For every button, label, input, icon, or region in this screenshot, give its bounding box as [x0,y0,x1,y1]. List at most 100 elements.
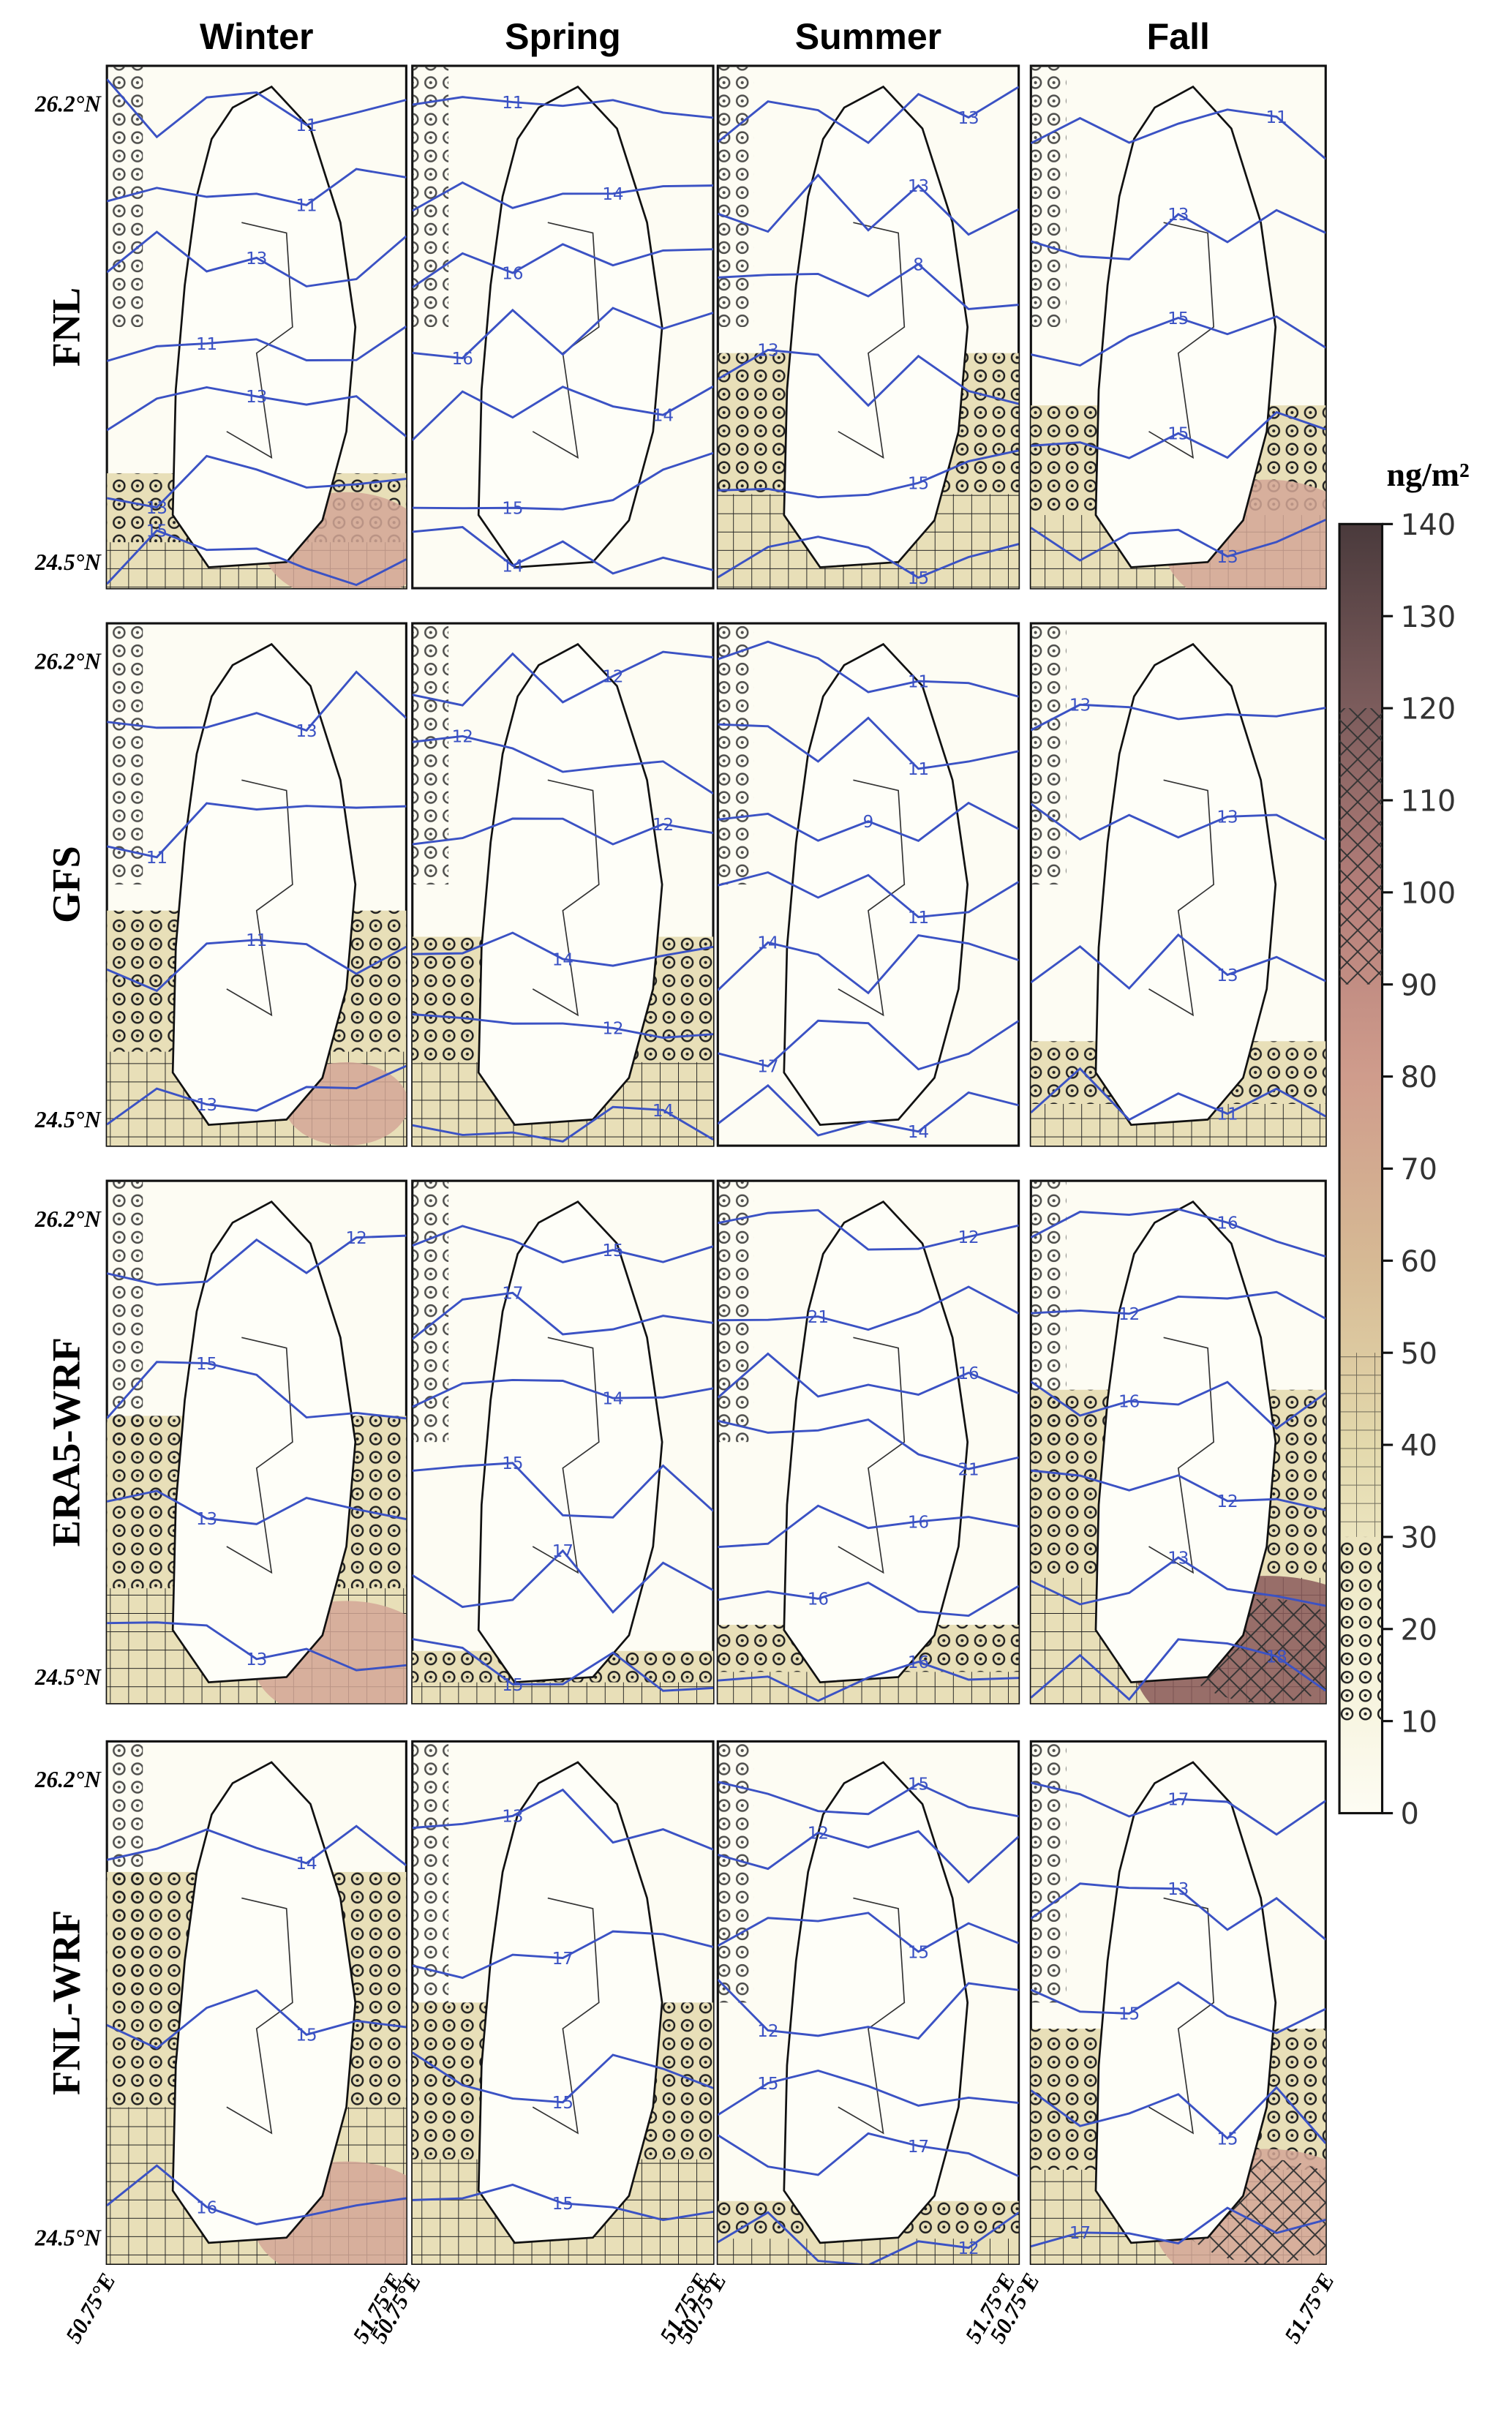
lat-label: 26.2°N [34,1767,102,1792]
ring-strip [718,65,754,328]
colorbar-tick-label: 0 [1401,1797,1419,1831]
row-label-group: FNL-WRF [45,1910,89,2095]
contour-line [1031,803,1326,841]
panel-content: 13 13 13 11 [1031,623,1326,1146]
contour-label: 12 [1118,1305,1140,1324]
contour-line [412,650,714,707]
contour-label: 12 [757,2022,778,2041]
contour-label: 11 [296,197,317,216]
contour-label: 11 [296,116,317,135]
contour-label: 16 [958,1364,979,1383]
contour-line [107,168,407,206]
contour-line [1031,1380,1326,1430]
colorbar-tick-label: 110 [1401,785,1456,819]
contour-line [412,1549,714,1615]
contour-label: 14 [652,1102,674,1121]
contour-line [1031,208,1326,260]
contour-line [412,1291,714,1340]
panel-content: 12 15 13 13 [107,1181,407,1704]
panel-content: 13 13 8 13 15 15 [718,65,1019,589]
coastline [783,1200,969,1684]
contour-line [1031,1981,1326,2034]
contour-label: 21 [958,1460,979,1479]
contour-label: 15 [502,1676,523,1695]
ring-strip [718,623,754,885]
boundary [1148,779,1215,1017]
contour-line [718,1781,1019,1818]
coastline [171,85,357,568]
colorbar-tick-label: 90 [1401,969,1437,1002]
contour-label: 13 [1216,548,1238,567]
contour-line [718,535,1019,579]
contour-label: 12 [602,1020,623,1039]
contour-label: 14 [757,934,778,953]
lat-label: 24.5°N [34,549,102,575]
panel-content: 13 11 11 13 [107,623,407,1146]
contour-label: 12 [602,668,623,687]
row-label: FNL [45,287,89,367]
contour-label: 11 [1216,1105,1238,1124]
contour-line [107,939,407,993]
contour-line [107,2164,407,2225]
contour-label: 17 [908,2138,929,2157]
contour-line [718,1581,1019,1617]
boundary [838,1337,906,1574]
row-label: ERA5-WRF [45,1337,89,1547]
ring-strip [412,65,449,328]
boundary [226,779,293,1017]
contour-line [412,451,714,511]
contour-line [718,1504,1019,1549]
contour-label: 8 [913,255,924,274]
panel-content: 12 12 12 14 12 14 [412,623,714,1146]
colorbar-tick-label: 120 [1401,693,1456,726]
panel-content: 17 13 15 15 17 [1031,1741,1326,2264]
contour-line [412,181,714,212]
ring-strip [1031,623,1067,885]
contour-line [412,1225,714,1263]
lat-label: 24.5°N [34,1107,102,1132]
contour-line [1031,315,1326,367]
contour-label: 16 [1118,1393,1140,1412]
panel-content: 12 21 16 21 16 16 16 [718,1181,1019,1704]
contour-label: 15 [1167,309,1189,328]
boundary [226,1337,293,1574]
contour-line [107,802,407,859]
contour-line [107,1064,407,1126]
row-label: FNL-WRF [45,1910,89,2095]
column-title: Winter [200,16,313,57]
boundary [1148,222,1215,459]
contour-line [107,1489,407,1525]
contour-label: 17 [1167,1791,1189,1810]
colorbar-tick-label: 80 [1401,1061,1437,1094]
contour-label: 13 [296,722,317,741]
boundary [532,1337,600,1574]
contour-label: 16 [808,1590,829,1609]
contour-line [718,1285,1019,1331]
contour-line [412,96,714,119]
boundary [532,779,600,1017]
contour-label: 15 [908,474,929,493]
contour-label: 12 [452,728,473,747]
contour-line [107,454,407,509]
contour-label: 13 [246,1650,267,1669]
colorbar-tick-label: 30 [1401,1522,1437,1555]
ring-strip [107,1181,143,1443]
contour-line [718,2069,1019,2116]
contour-line [107,230,407,287]
colorbar-tick-label: 10 [1401,1705,1437,1739]
panel-content: 14 15 16 [107,1741,407,2264]
contour-line [107,529,407,587]
coastline [783,642,969,1126]
contour-line [718,1978,1019,2040]
contour-label: 13 [1216,966,1238,985]
contour-line [1031,933,1326,990]
contour-line [718,1830,1019,1884]
colorbar-hatch [1339,1536,1383,1721]
ring-strip [412,623,449,885]
contour-line [412,2051,714,2104]
contour-line [412,817,714,846]
contour-line [718,640,1019,698]
panel-content: 13 17 15 15 [412,1741,714,2264]
